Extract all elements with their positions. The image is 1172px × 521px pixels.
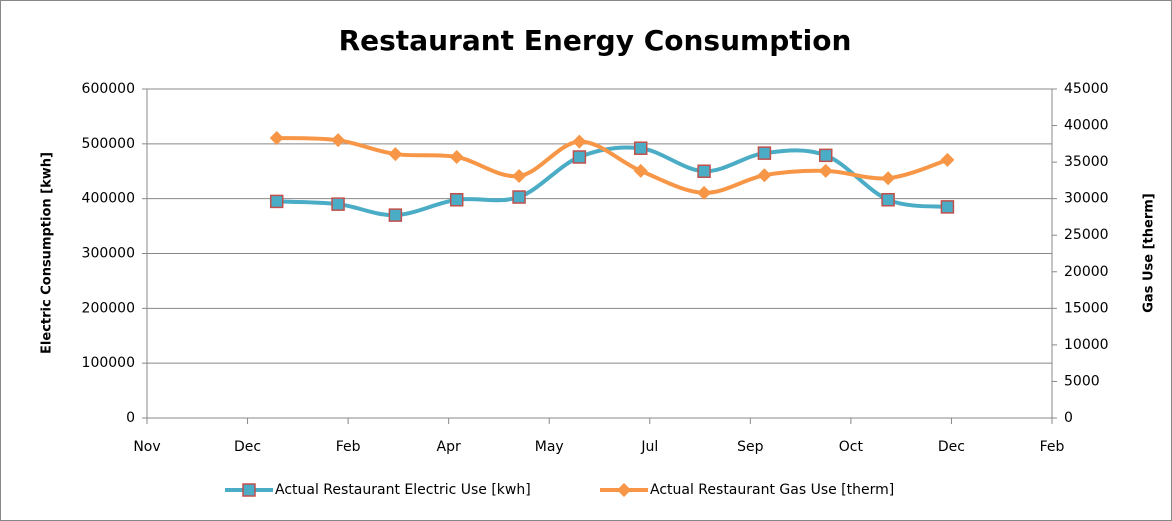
- y-tick-label: 600000: [82, 81, 135, 97]
- y2-tick-label: 5000: [1064, 373, 1100, 389]
- x-tick-label: Oct: [839, 439, 864, 455]
- y-tick-label: 100000: [82, 355, 135, 371]
- marker: [881, 193, 895, 207]
- x-tick-label: Dec: [938, 439, 965, 455]
- y2-tick-label: 35000: [1064, 154, 1109, 170]
- marker: [881, 171, 896, 186]
- x-tick-label: Feb: [336, 439, 361, 455]
- y2-tick-label: 30000: [1064, 191, 1109, 207]
- marker: [572, 134, 587, 149]
- legend-label: Actual Restaurant Gas Use [therm]: [650, 482, 894, 498]
- y2-tick-label: 45000: [1064, 81, 1109, 97]
- y-axis-title: Electric Consumption [kwh]: [40, 152, 55, 354]
- x-tick-label: May: [535, 439, 564, 455]
- y2-tick-label: 20000: [1064, 264, 1109, 280]
- y-tick-label: 200000: [82, 300, 135, 316]
- marker: [757, 146, 772, 160]
- marker: [819, 148, 833, 163]
- y2-tick-label: 0: [1064, 410, 1073, 426]
- legend-label: Actual Restaurant Electric Use [kwh]: [275, 482, 531, 498]
- marker: [757, 168, 772, 183]
- x-tick-label: Apr: [437, 439, 461, 455]
- legend-marker: [617, 483, 631, 497]
- marker: [331, 197, 345, 211]
- marker: [572, 150, 587, 164]
- marker: [633, 141, 648, 155]
- marker: [818, 163, 833, 178]
- marker: [388, 208, 403, 222]
- marker: [269, 130, 284, 145]
- x-tick-label: Dec: [234, 439, 261, 455]
- legend-marker: [242, 483, 256, 497]
- y2-tick-label: 10000: [1064, 337, 1109, 353]
- marker: [512, 169, 527, 184]
- x-tick-label: Feb: [1040, 439, 1065, 455]
- x-tick-label: Nov: [133, 439, 160, 455]
- marker: [449, 193, 464, 207]
- y-tick-label: 400000: [82, 191, 135, 207]
- y-tick-label: 500000: [82, 136, 135, 152]
- marker: [940, 200, 955, 214]
- y2-tick-label: 25000: [1064, 227, 1109, 243]
- marker: [449, 149, 464, 164]
- marker: [331, 133, 346, 148]
- y2-axis-title: Gas Use [therm]: [1142, 193, 1157, 312]
- x-tick-label: Jul: [640, 439, 658, 455]
- y2-tick-label: 40000: [1064, 118, 1109, 134]
- marker: [269, 194, 284, 209]
- marker: [512, 190, 526, 204]
- marker: [697, 185, 712, 200]
- y-tick-label: 0: [126, 410, 135, 426]
- marker: [388, 147, 403, 162]
- chart-title: Restaurant Energy Consumption: [339, 24, 852, 57]
- y2-tick-label: 15000: [1064, 300, 1109, 316]
- marker: [697, 164, 711, 178]
- y-tick-label: 300000: [82, 246, 135, 262]
- marker: [940, 152, 955, 167]
- marker: [633, 163, 648, 178]
- x-tick-label: Sep: [737, 439, 764, 455]
